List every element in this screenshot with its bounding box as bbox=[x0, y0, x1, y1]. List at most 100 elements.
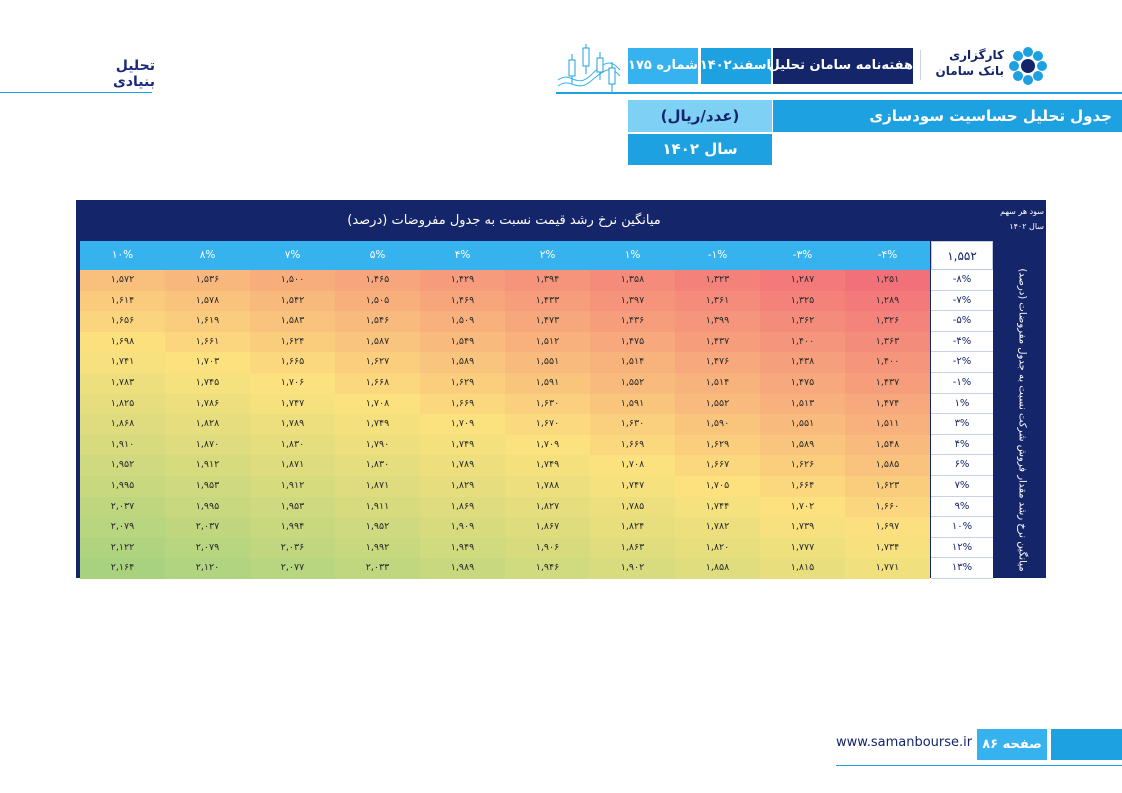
row-header: ۳% bbox=[931, 414, 993, 435]
row-header: ۱۰% bbox=[931, 517, 993, 538]
table-cell: ۱,۷۴۴ bbox=[675, 496, 760, 518]
table-cell: ۱,۵۱۳ bbox=[760, 393, 845, 415]
table-cell: ۱,۸۲۷ bbox=[505, 496, 590, 518]
table-cell: ۱,۳۶۳ bbox=[845, 331, 930, 353]
table-cell: ۱,۷۰۹ bbox=[420, 414, 505, 435]
row-axis-title: میانگین نرخ رشد مقدار فروش شرکت نسبت به … bbox=[1016, 268, 1028, 572]
table-cell: ۱,۹۴۶ bbox=[505, 558, 590, 579]
table-cell: ۱,۶۵۶ bbox=[80, 311, 165, 332]
table-cell: ۱,۵۰۹ bbox=[420, 311, 505, 332]
table-cell: ۲,۰۳۳ bbox=[335, 558, 420, 579]
logo-separator bbox=[920, 50, 921, 80]
table-cell: ۱,۴۰۰ bbox=[845, 352, 930, 373]
table-row: ۱,۷۸۳ ۱,۷۴۵ ۱,۷۰۶ ۱,۶۶۸ ۱,۶۲۹ ۱,۵۹۱ ۱,۵۵۲ ۱,۵۱۴… bbox=[80, 372, 930, 394]
table-cell: ۱,۷۸۶ bbox=[165, 393, 250, 415]
table-cell: ۱,۳۹۴ bbox=[505, 270, 590, 291]
footer-rule bbox=[836, 765, 1122, 766]
table-row: ۱,۵۷۲ ۱,۵۳۶ ۱,۵۰۰ ۱,۴۶۵ ۱,۴۲۹ ۱,۳۹۴ ۱,۳۵۸ ۱,۳۲۳… bbox=[80, 270, 930, 291]
row-header: -۷% bbox=[931, 290, 993, 312]
table-cell: ۱,۶۶۸ bbox=[335, 372, 420, 394]
row-header: -۱% bbox=[931, 372, 993, 394]
table-cell: ۱,۷۷۷ bbox=[760, 537, 845, 559]
table-cell: ۱,۹۵۲ bbox=[335, 517, 420, 538]
table-cell: ۱,۶۲۹ bbox=[420, 372, 505, 394]
table-cell: ۱,۵۹۰ bbox=[675, 414, 760, 435]
row-header: ۱% bbox=[931, 393, 993, 415]
table-cell: ۱,۵۱۱ bbox=[845, 414, 930, 435]
table-cell: ۱,۶۲۶ bbox=[760, 455, 845, 476]
table-cell: ۱,۷۰۶ bbox=[250, 372, 335, 394]
table-cell: ۱,۳۶۱ bbox=[675, 290, 760, 312]
page-number: صفحه ۸۶ bbox=[977, 729, 1047, 760]
table-cell: ۱,۹۹۴ bbox=[250, 517, 335, 538]
table-cell: ۱,۴۳۷ bbox=[845, 372, 930, 394]
table-cell: ۱,۷۰۸ bbox=[590, 455, 675, 476]
table-cell: ۱,۷۴۵ bbox=[165, 372, 250, 394]
table-cell: ۱,۳۲۵ bbox=[760, 290, 845, 312]
table-cell: ۱,۷۷۱ bbox=[845, 558, 930, 579]
table-cell: ۱,۵۸۷ bbox=[335, 331, 420, 353]
table-cell: ۱,۵۴۸ bbox=[845, 434, 930, 456]
row-header: -۴% bbox=[931, 331, 993, 353]
table-cell: ۱,۹۹۲ bbox=[335, 537, 420, 559]
table-cell: ۲,۰۷۹ bbox=[80, 517, 165, 538]
saman-logo-icon bbox=[1009, 47, 1047, 85]
table-cell: ۱,۹۸۹ bbox=[420, 558, 505, 579]
table-cell: ۱,۵۱۲ bbox=[505, 331, 590, 353]
table-cell: ۱,۴۳۷ bbox=[675, 331, 760, 353]
table-cell: ۱,۵۸۹ bbox=[760, 434, 845, 456]
table-cell: ۱,۶۹۷ bbox=[845, 517, 930, 538]
table-cell: ۱,۴۰۰ bbox=[760, 331, 845, 353]
table-cell: ۱,۸۷۱ bbox=[250, 455, 335, 476]
header-rule bbox=[556, 92, 1122, 94]
table-cell: ۱,۷۰۳ bbox=[165, 352, 250, 373]
table-cell: ۱,۷۴۹ bbox=[420, 434, 505, 456]
table-row: ۱,۶۹۸ ۱,۶۶۱ ۱,۶۲۴ ۱,۵۸۷ ۱,۵۴۹ ۱,۵۱۲ ۱,۴۷۵ ۱,۴۳۷… bbox=[80, 331, 930, 353]
table-row: ۲,۱۲۲ ۲,۰۷۹ ۲,۰۳۶ ۱,۹۹۲ ۱,۹۴۹ ۱,۹۰۶ ۱,۸۶۳ ۱,۸۲۰… bbox=[80, 537, 930, 559]
table-cell: ۱,۸۷۱ bbox=[335, 475, 420, 497]
row-header: ۶% bbox=[931, 455, 993, 476]
table-cell: ۱,۸۵۸ bbox=[675, 558, 760, 579]
table-row: ۱,۸۶۸ ۱,۸۲۸ ۱,۷۸۹ ۱,۷۴۹ ۱,۷۰۹ ۱,۶۷۰ ۱,۶۳۰ ۱,۵۹۰… bbox=[80, 414, 930, 435]
table-cell: ۱,۶۲۳ bbox=[845, 475, 930, 497]
section-underline bbox=[0, 92, 152, 93]
table-row: ۲,۰۷۹ ۲,۰۳۷ ۱,۹۹۴ ۱,۹۵۲ ۱,۹۰۹ ۱,۸۶۷ ۱,۸۲۴ ۱,۷۸۲… bbox=[80, 517, 930, 538]
table-cell: ۱,۴۷۵ bbox=[760, 372, 845, 394]
table-cell: ۱,۸۲۰ bbox=[675, 537, 760, 559]
table-cell: ۱,۷۸۵ bbox=[590, 496, 675, 518]
table-cell: ۱,۷۰۸ bbox=[335, 393, 420, 415]
table-cell: ۱,۵۱۴ bbox=[675, 372, 760, 394]
row-header: -۸% bbox=[931, 270, 993, 291]
table-cell: ۱,۶۶۴ bbox=[760, 475, 845, 497]
column-header: -۱% bbox=[675, 241, 760, 270]
table-cell: ۱,۶۶۰ bbox=[845, 496, 930, 518]
table-cell: ۱,۲۵۱ bbox=[845, 270, 930, 291]
table-cell: ۱,۵۵۱ bbox=[760, 414, 845, 435]
table-cell: ۱,۵۸۵ bbox=[845, 455, 930, 476]
table-cell: ۱,۹۰۹ bbox=[420, 517, 505, 538]
table-cell: ۱,۹۱۰ bbox=[80, 434, 165, 456]
table-cell: ۱,۶۷۰ bbox=[505, 414, 590, 435]
row-header: ۱۳% bbox=[931, 558, 993, 579]
table-cell: ۲,۱۲۰ bbox=[165, 558, 250, 579]
table-cell: ۱,۷۸۹ bbox=[420, 455, 505, 476]
table-cell: ۱,۸۲۴ bbox=[590, 517, 675, 538]
website-link[interactable]: www.samanbourse.ir bbox=[836, 735, 973, 750]
table-cell: ۱,۸۱۵ bbox=[760, 558, 845, 579]
table-cell: ۱,۷۴۹ bbox=[335, 414, 420, 435]
table-cell: ۱,۷۴۷ bbox=[590, 475, 675, 497]
table-cell: ۱,۵۷۲ bbox=[80, 270, 165, 291]
table-row: ۱,۶۱۴ ۱,۵۷۸ ۱,۵۴۲ ۱,۵۰۵ ۱,۴۶۹ ۱,۴۳۳ ۱,۳۹۷ ۱,۳۶۱… bbox=[80, 290, 930, 312]
table-cell: ۱,۹۰۶ bbox=[505, 537, 590, 559]
table-cell: ۱,۵۰۵ bbox=[335, 290, 420, 312]
table-cell: ۱,۴۲۹ bbox=[420, 270, 505, 291]
table-cell: ۱,۶۲۹ bbox=[675, 434, 760, 456]
sensitivity-grid: ۱۰% ۸% ۷% ۵% ۴% ۲% ۱% -۱% -۳% -۴% ۱,۵۷۲ ۱,۵۳۶ ۱,۵۰۰ ۱… bbox=[80, 241, 930, 579]
table-cell: ۱,۵۹۱ bbox=[505, 372, 590, 394]
column-header: ۷% bbox=[250, 241, 335, 270]
table-cell: ۱,۸۲۸ bbox=[165, 414, 250, 435]
row-axis: میانگین نرخ رشد مقدار فروش شرکت نسبت به … bbox=[1000, 265, 1044, 575]
table-cell: ۱,۷۸۳ bbox=[80, 372, 165, 394]
table-cell: ۲,۰۷۷ bbox=[250, 558, 335, 579]
table-cell: ۱,۷۸۸ bbox=[505, 475, 590, 497]
